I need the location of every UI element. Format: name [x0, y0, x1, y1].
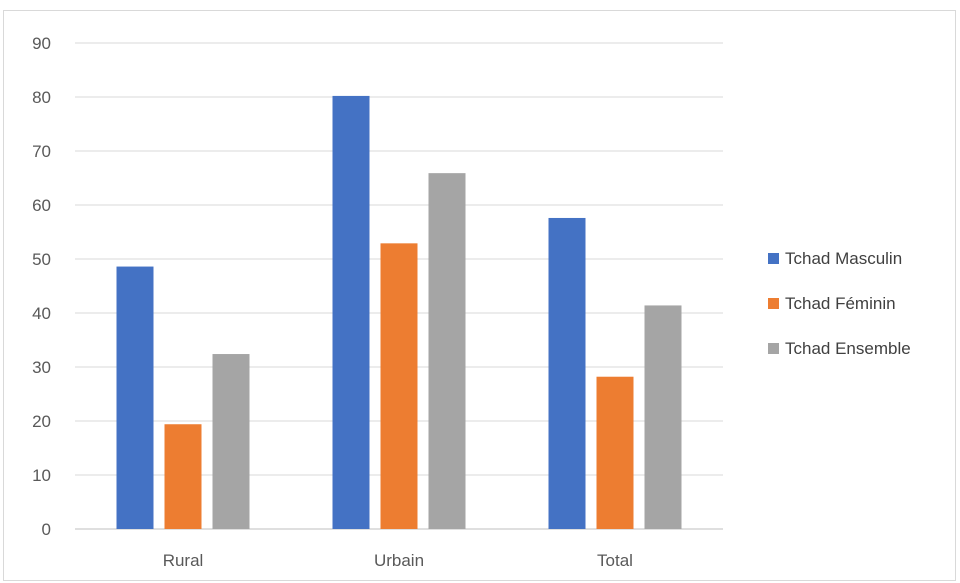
bar-tchad-masculin-rural: [116, 266, 154, 529]
y-tick-label: 10: [32, 466, 51, 485]
legend-label: Tchad Ensemble: [785, 339, 911, 358]
bar-tchad-ensemble-rural: [212, 354, 250, 529]
bar-tchad-ensemble-total: [644, 305, 682, 529]
y-tick-label: 90: [32, 34, 51, 53]
legend: Tchad Masculin Tchad Féminin Tchad Ensembl…: [768, 249, 911, 358]
y-tick-label: 60: [32, 196, 51, 215]
y-tick-label: 20: [32, 412, 51, 431]
legend-swatch: [768, 343, 779, 354]
legend-swatch: [768, 253, 779, 264]
bar-tchad-ensemble-urbain: [428, 173, 466, 529]
x-tick-label: Urbain: [374, 551, 424, 570]
x-tick-label: Total: [597, 551, 633, 570]
chart-frame: [3, 10, 956, 581]
y-axis: 0 10 20 30 40 50 60 70 80 90: [32, 34, 51, 539]
x-tick-label: Rural: [163, 551, 204, 570]
x-axis: Rural Urbain Total: [163, 551, 633, 570]
bars: [116, 95, 682, 530]
bar-tchad-f-minin-rural: [164, 424, 202, 529]
y-tick-label: 30: [32, 358, 51, 377]
bar-tchad-f-minin-total: [596, 376, 634, 529]
bar-tchad-masculin-total: [548, 217, 586, 529]
legend-label: Tchad Masculin: [785, 249, 902, 268]
legend-label: Tchad Féminin: [785, 294, 896, 313]
legend-swatch: [768, 298, 779, 309]
y-tick-label: 40: [32, 304, 51, 323]
y-tick-label: 70: [32, 142, 51, 161]
y-tick-label: 50: [32, 250, 51, 269]
y-tick-label: 0: [42, 520, 51, 539]
y-tick-label: 80: [32, 88, 51, 107]
bar-tchad-masculin-urbain: [332, 95, 370, 530]
bar-tchad-f-minin-urbain: [380, 243, 418, 529]
